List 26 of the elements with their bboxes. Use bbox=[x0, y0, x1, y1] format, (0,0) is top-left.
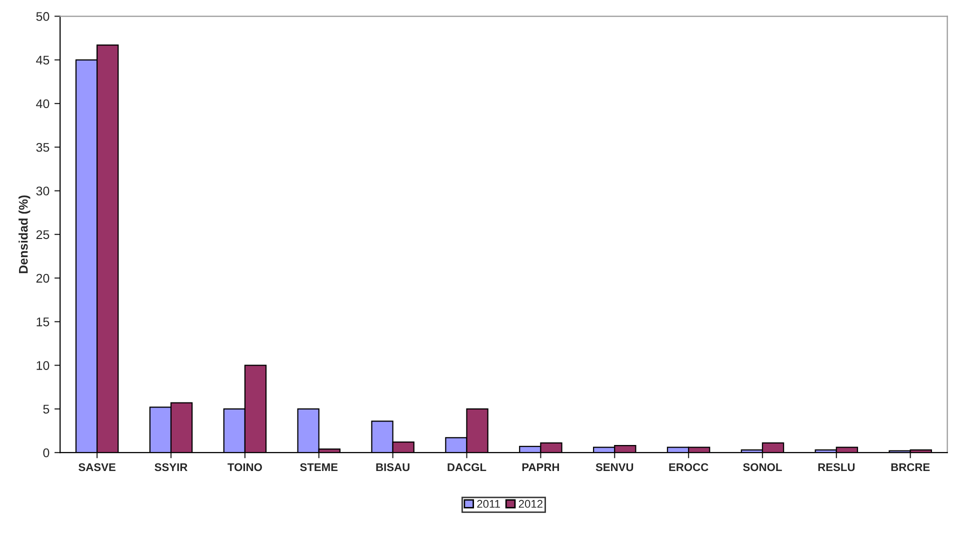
y-tick-label: 0 bbox=[43, 448, 50, 458]
y-tick-label: 10 bbox=[36, 361, 50, 370]
x-tick-label: SENVU bbox=[596, 463, 634, 472]
x-tick-label: BRCRE bbox=[891, 463, 930, 472]
x-tick-label: EROCC bbox=[669, 463, 708, 472]
y-tick-label: 45 bbox=[36, 56, 50, 65]
y-tick-label: 40 bbox=[36, 99, 50, 108]
x-tick-label: SONOL bbox=[743, 463, 782, 472]
y-tick-label: 30 bbox=[36, 186, 50, 196]
x-tick-label: STEME bbox=[300, 463, 338, 472]
x-tick-label: SSYIR bbox=[154, 463, 188, 472]
legend-label: 2011 bbox=[477, 500, 500, 508]
y-tick-label: 50 bbox=[36, 12, 50, 21]
x-tick-label: DACGL bbox=[448, 463, 486, 472]
y-axis-title: Densidad (%) bbox=[18, 195, 30, 274]
y-tick-label: 25 bbox=[36, 230, 50, 240]
y-tick-label: 5 bbox=[43, 404, 50, 414]
x-tick-label: RESLU bbox=[818, 463, 855, 472]
y-tick-label: 15 bbox=[36, 318, 50, 326]
x-tick-label: TOINO bbox=[228, 463, 262, 472]
x-tick-label: PAPRH bbox=[522, 463, 559, 472]
legend-label: 2012 bbox=[518, 500, 542, 508]
x-tick-label: SASVE bbox=[78, 463, 116, 472]
x-tick-label: BISAU bbox=[376, 463, 410, 472]
y-tick-label: 20 bbox=[36, 274, 50, 283]
y-tick-label: 35 bbox=[36, 142, 50, 152]
